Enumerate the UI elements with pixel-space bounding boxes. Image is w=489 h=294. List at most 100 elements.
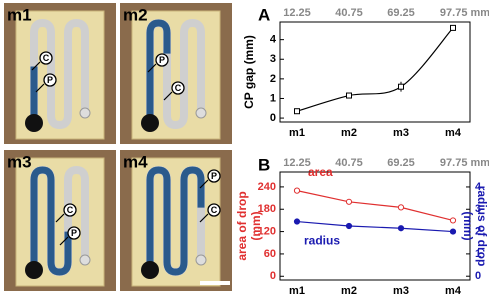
top-label: 40.75: [335, 157, 363, 169]
annotation-arrow: [199, 213, 209, 223]
annotation-arrow: [163, 91, 173, 101]
y2-tick-label: 1: [475, 248, 481, 260]
axis-label: CP gap (mm): [242, 35, 256, 109]
outlet: [195, 107, 207, 119]
annotation: P: [159, 55, 165, 65]
x-tick-label: m1: [289, 285, 305, 294]
marker: [450, 24, 456, 31]
marker: [346, 92, 352, 99]
series-line: [296, 190, 454, 221]
x-tick-label: m4: [445, 127, 462, 139]
outlet: [195, 254, 207, 266]
photo-label: m4: [123, 152, 148, 171]
top-label: 69.25: [387, 157, 415, 169]
marker: [398, 83, 404, 90]
y2-tick-label: 2: [475, 225, 481, 237]
annotation: C: [211, 205, 218, 215]
annotation-arrow: [31, 61, 41, 71]
annotation-circle: [43, 73, 57, 87]
marker: [293, 218, 301, 225]
channel-fill: [30, 166, 89, 276]
axis-label: area of drop: [235, 191, 249, 260]
top-label: 97.75 mm: [440, 7, 489, 19]
annotation-circle: [207, 169, 221, 183]
annotation-arrow: [59, 236, 69, 246]
y2-tick-label: 3: [475, 203, 481, 215]
top-label: 97.75 mm: [440, 157, 489, 169]
annotation: P: [71, 228, 77, 238]
annotation: C: [67, 205, 74, 215]
annotation-arrow: [199, 179, 209, 189]
top-label: 69.25: [387, 7, 415, 19]
outlet: [79, 254, 91, 266]
marker: [293, 187, 301, 194]
channel-fill: [146, 166, 205, 276]
photo-label: m3: [7, 152, 32, 171]
x-tick-label: m1: [289, 127, 305, 139]
y-tick-label: 0: [270, 112, 276, 124]
y-tick-label: 4: [270, 34, 277, 46]
annotation: P: [211, 171, 217, 181]
annotation-circle: [39, 51, 53, 65]
marker: [449, 228, 457, 235]
inlet: [25, 261, 43, 279]
series-line: [296, 220, 454, 233]
annotation-circle: [67, 226, 81, 240]
y2-tick-label: 0: [475, 270, 481, 282]
plot-frame: [279, 21, 471, 123]
annotation-arrow: [35, 83, 45, 93]
x-tick-label: m2: [341, 285, 357, 294]
marker: [397, 225, 405, 232]
annotation-arrow: [147, 63, 157, 73]
y-tick-label: 0: [270, 270, 276, 282]
annotation-arrow: [55, 213, 65, 223]
x-tick-label: m3: [393, 127, 409, 139]
top-label: 12.25: [283, 157, 311, 169]
axis-label: (mm): [461, 211, 475, 240]
top-label: 40.75: [335, 7, 363, 19]
axis-label: (mm): [249, 211, 263, 240]
channel-fill: [146, 19, 205, 129]
plot-frame: [279, 171, 471, 281]
y2-tick-label: 4: [475, 181, 482, 193]
annotation-circle: [63, 203, 77, 217]
y-tick-label: 120: [258, 225, 276, 237]
y-tick-label: 60: [264, 248, 276, 260]
y-tick-label: 240: [258, 181, 276, 193]
photo: m2 P C: [120, 3, 232, 144]
series-line: [296, 27, 454, 112]
marker: [294, 108, 300, 115]
x-tick-label: m2: [341, 127, 357, 139]
inlet: [25, 114, 43, 132]
annotation: P: [47, 75, 53, 85]
y-tick-label: 1: [270, 92, 276, 104]
panel-label: B: [258, 155, 270, 174]
inlet: [141, 261, 159, 279]
channel: [30, 18, 89, 130]
scale-bar: [200, 281, 230, 285]
top-label: 12.25: [283, 7, 311, 19]
y-tick-label: 180: [258, 203, 276, 215]
y-tick-label: 2: [270, 73, 276, 85]
photo-label: m1: [7, 5, 32, 24]
y-tick-label: 3: [270, 53, 276, 65]
panel-label: A: [258, 5, 270, 24]
marker: [449, 217, 457, 224]
inlet: [141, 114, 159, 132]
annotation-circle: [171, 81, 185, 95]
x-tick-label: m4: [445, 285, 462, 294]
annotation: C: [43, 53, 50, 63]
annotation: C: [175, 83, 182, 93]
series-label: radius: [304, 234, 340, 248]
photo-label: m2: [123, 5, 148, 24]
marker: [397, 204, 405, 211]
x-tick-label: m3: [393, 285, 409, 294]
photo: m4 P C: [120, 150, 232, 291]
marker: [345, 198, 353, 205]
series-label: area: [308, 165, 333, 179]
annotation-circle: [207, 203, 221, 217]
annotation-circle: [155, 53, 169, 67]
photo: m1 C P: [4, 3, 116, 144]
axis-label: radius of drop: [475, 186, 489, 267]
